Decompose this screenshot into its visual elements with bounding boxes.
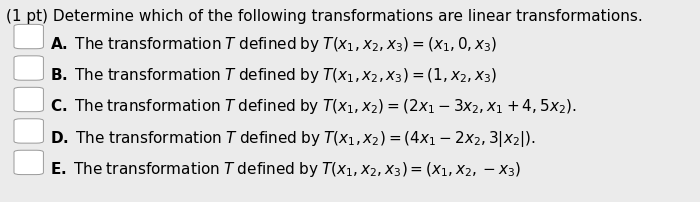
Text: $\mathbf{E.}\;\mathrm{The\;transformation}\;T\;\mathrm{defined\;by}\;T(x_1, x_2,: $\mathbf{E.}\;\mathrm{The\;transformatio… [50,160,522,179]
Text: $\mathbf{B.}\;\mathrm{The\;transformation}\;T\;\mathrm{defined\;by}\;T(x_1, x_2,: $\mathbf{B.}\;\mathrm{The\;transformatio… [50,66,498,85]
FancyBboxPatch shape [14,150,43,175]
FancyBboxPatch shape [14,88,43,112]
Text: $\mathbf{D.}\;\mathrm{The\;transformation}\;T\;\mathrm{defined\;by}\;T(x_1, x_2): $\mathbf{D.}\;\mathrm{The\;transformatio… [50,128,536,148]
FancyBboxPatch shape [14,25,43,49]
FancyBboxPatch shape [14,57,43,81]
Text: $\mathbf{C.}\;\mathrm{The\;transformation}\;T\;\mathrm{defined\;by}\;T(x_1, x_2): $\mathbf{C.}\;\mathrm{The\;transformatio… [50,97,577,116]
Text: $\mathbf{A.}\;\mathrm{The\;transformation}\;T\;\mathrm{defined\;by}\;T(x_1, x_2,: $\mathbf{A.}\;\mathrm{The\;transformatio… [50,34,498,53]
Text: (1 pt) Determine which of the following transformations are linear transformatio: (1 pt) Determine which of the following … [6,9,643,24]
FancyBboxPatch shape [14,119,43,143]
